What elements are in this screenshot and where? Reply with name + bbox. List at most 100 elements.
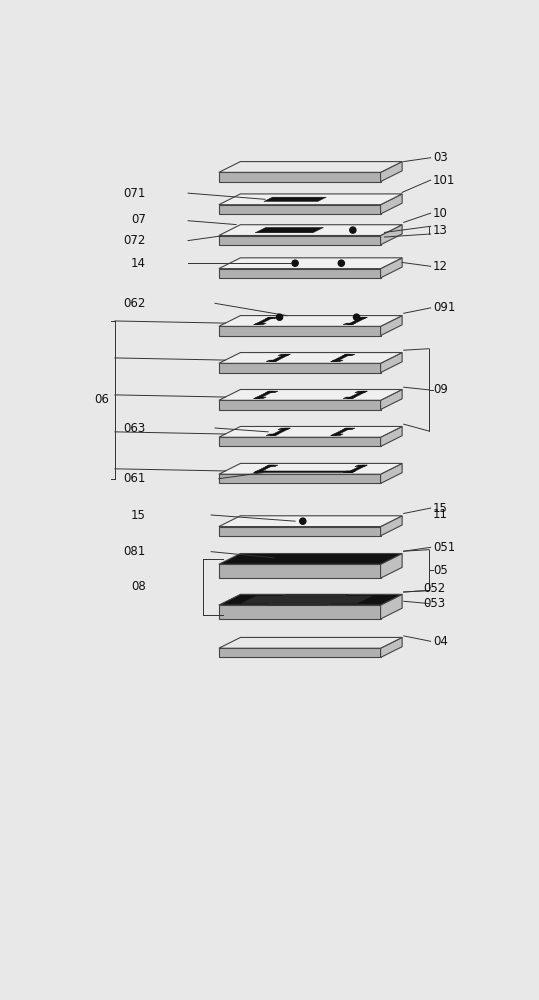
Text: 03: 03: [433, 151, 448, 164]
Polygon shape: [254, 465, 274, 473]
Polygon shape: [278, 428, 291, 430]
Polygon shape: [219, 172, 381, 182]
Polygon shape: [219, 363, 381, 373]
Polygon shape: [343, 428, 355, 430]
Circle shape: [300, 518, 306, 524]
Text: 10: 10: [433, 207, 448, 220]
Polygon shape: [219, 474, 381, 483]
Polygon shape: [381, 162, 402, 182]
Polygon shape: [219, 389, 402, 400]
Text: 05: 05: [434, 564, 448, 577]
Polygon shape: [381, 426, 402, 446]
Polygon shape: [219, 269, 381, 278]
Polygon shape: [381, 594, 402, 619]
Polygon shape: [254, 471, 266, 473]
Text: 11: 11: [433, 508, 448, 521]
Polygon shape: [219, 326, 381, 336]
Polygon shape: [266, 391, 278, 393]
Circle shape: [277, 314, 282, 320]
Polygon shape: [255, 227, 323, 233]
Circle shape: [338, 260, 344, 266]
Text: 062: 062: [123, 297, 146, 310]
Polygon shape: [381, 463, 402, 483]
Polygon shape: [330, 434, 343, 436]
Text: 061: 061: [123, 472, 146, 485]
Polygon shape: [266, 317, 278, 319]
Polygon shape: [347, 317, 368, 325]
Polygon shape: [381, 516, 402, 536]
Polygon shape: [219, 554, 402, 564]
Text: 15: 15: [433, 502, 448, 515]
Polygon shape: [381, 194, 402, 214]
Polygon shape: [343, 471, 355, 473]
Polygon shape: [381, 554, 402, 578]
Polygon shape: [219, 235, 381, 245]
Polygon shape: [355, 465, 368, 467]
Polygon shape: [264, 197, 327, 201]
Text: 09: 09: [434, 383, 448, 396]
Text: 12: 12: [433, 260, 448, 273]
Polygon shape: [330, 354, 351, 362]
Polygon shape: [343, 323, 355, 325]
Polygon shape: [381, 637, 402, 657]
Polygon shape: [219, 437, 381, 446]
Circle shape: [292, 260, 298, 266]
Polygon shape: [381, 258, 402, 278]
Polygon shape: [254, 391, 274, 399]
Text: 072: 072: [123, 234, 146, 247]
Polygon shape: [381, 225, 402, 245]
Text: 051: 051: [433, 541, 455, 554]
Polygon shape: [254, 471, 355, 473]
Polygon shape: [219, 225, 402, 235]
Polygon shape: [219, 637, 402, 648]
Polygon shape: [241, 596, 372, 603]
Polygon shape: [278, 354, 291, 356]
Text: 071: 071: [123, 187, 146, 200]
Polygon shape: [266, 360, 279, 362]
Polygon shape: [343, 354, 355, 356]
Text: 091: 091: [433, 301, 455, 314]
Polygon shape: [254, 397, 266, 399]
Text: 053: 053: [423, 597, 445, 610]
Polygon shape: [219, 426, 402, 437]
Polygon shape: [266, 465, 278, 467]
Text: 07: 07: [131, 213, 146, 226]
Polygon shape: [219, 527, 381, 536]
Polygon shape: [355, 317, 368, 319]
Polygon shape: [254, 317, 274, 325]
Polygon shape: [330, 428, 351, 436]
Polygon shape: [381, 389, 402, 410]
Text: 13: 13: [433, 224, 448, 237]
Polygon shape: [347, 465, 368, 473]
Text: 15: 15: [131, 509, 146, 522]
Polygon shape: [219, 316, 402, 326]
Polygon shape: [355, 391, 368, 393]
Text: 081: 081: [123, 545, 146, 558]
Text: 14: 14: [131, 257, 146, 270]
Text: 052: 052: [423, 582, 445, 595]
Polygon shape: [219, 205, 381, 214]
Circle shape: [350, 227, 356, 233]
Polygon shape: [219, 516, 402, 527]
Polygon shape: [219, 463, 402, 474]
Polygon shape: [219, 605, 381, 619]
Text: 08: 08: [131, 580, 146, 593]
Polygon shape: [219, 594, 402, 605]
Polygon shape: [219, 194, 402, 205]
Polygon shape: [219, 648, 381, 657]
Polygon shape: [219, 400, 381, 410]
Text: 101: 101: [433, 174, 455, 187]
Polygon shape: [381, 316, 402, 336]
Polygon shape: [254, 323, 266, 325]
Polygon shape: [270, 428, 291, 436]
Text: 063: 063: [123, 422, 146, 434]
Polygon shape: [219, 162, 402, 172]
Polygon shape: [330, 360, 343, 362]
Polygon shape: [266, 434, 279, 436]
Text: 06: 06: [94, 393, 109, 406]
Polygon shape: [270, 354, 291, 362]
Circle shape: [354, 314, 360, 320]
Text: 04: 04: [433, 635, 448, 648]
Polygon shape: [219, 258, 402, 269]
Polygon shape: [265, 594, 348, 605]
